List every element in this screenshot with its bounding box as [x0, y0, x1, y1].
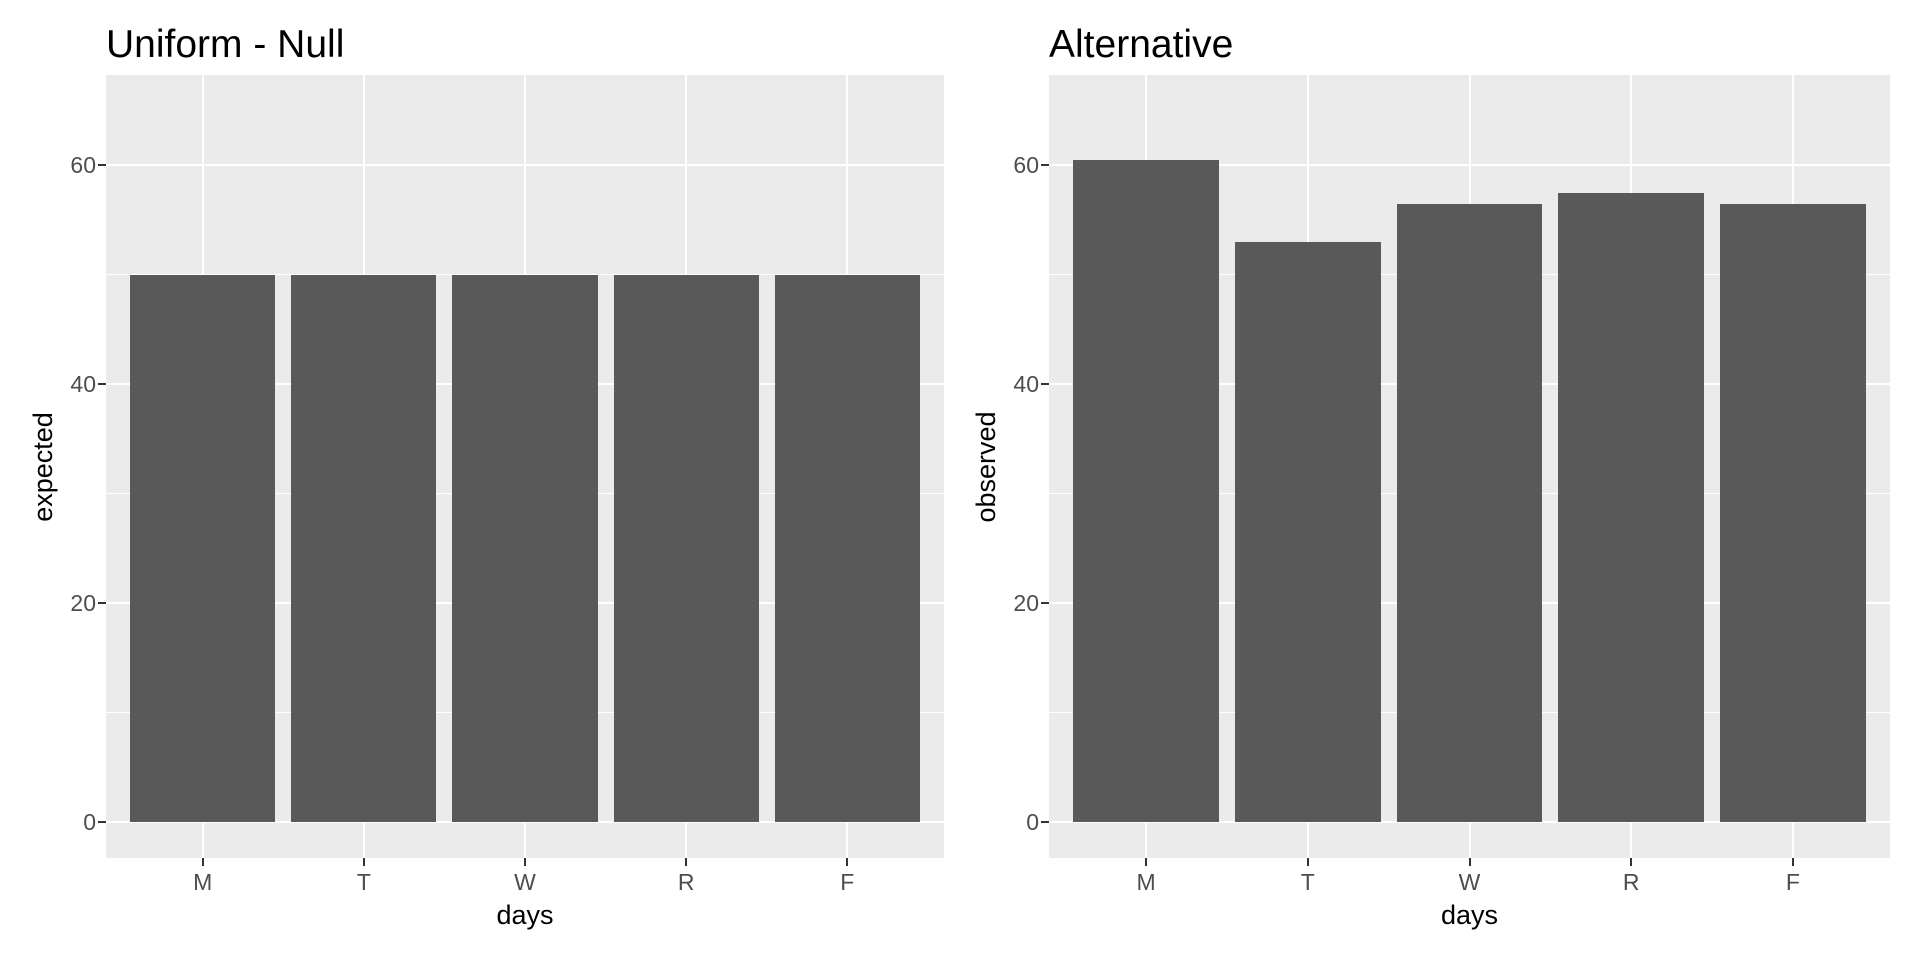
y-tick-label: 60: [70, 151, 96, 178]
plot-panel: [106, 75, 944, 858]
y-tick-mark: [1041, 383, 1049, 386]
x-tick-label-F: F: [1785, 869, 1800, 895]
plot-title: Uniform - Null: [106, 23, 345, 66]
bar-T: [291, 274, 437, 823]
x-tick-mark: [1468, 858, 1471, 866]
x-tick-mark: [201, 858, 204, 866]
y-tick-mark: [1041, 821, 1049, 824]
x-tick-mark: [1791, 858, 1794, 866]
x-tick-mark: [685, 858, 688, 866]
x-tick-label-M: M: [193, 869, 213, 895]
y-axis-title: observed: [971, 410, 1002, 523]
bar-R: [1558, 192, 1704, 823]
x-tick-mark: [524, 858, 526, 866]
x-tick-mark: [846, 858, 849, 866]
y-tick-mark: [1041, 602, 1049, 605]
y-tick-label: 20: [70, 589, 96, 616]
y-tick-mark: [98, 821, 106, 824]
plot-title: Alternative: [1049, 23, 1234, 66]
bar-T: [1234, 242, 1381, 823]
x-tick-label-W: W: [514, 869, 536, 895]
x-axis-title: days: [496, 900, 554, 930]
bar-W: [452, 274, 598, 823]
x-tick-label-F: F: [840, 869, 855, 895]
y-tick-label: 40: [1013, 370, 1039, 397]
x-tick-label-T: T: [356, 869, 371, 895]
bar-F: [1720, 203, 1866, 823]
x-tick-mark: [1306, 858, 1309, 866]
bar-F: [774, 274, 920, 823]
x-tick-mark: [1630, 858, 1633, 866]
y-tick-label: 20: [1013, 589, 1039, 616]
plot-panel: [1049, 75, 1890, 858]
chart-uniform-null: Uniform - Null expected days 0 20 40 60 M T W R…: [28, 23, 944, 930]
y-tick-label: 40: [70, 370, 96, 397]
x-tick-mark: [362, 858, 365, 866]
x-tick-label-W: W: [1458, 869, 1481, 895]
bar-R: [613, 274, 759, 823]
x-tick-mark: [1145, 858, 1148, 866]
x-axis-title: days: [1440, 900, 1499, 930]
y-tick-mark: [98, 383, 106, 386]
y-tick-mark: [98, 602, 106, 605]
y-tick-mark: [1041, 164, 1049, 167]
y-tick-label: 60: [1013, 151, 1039, 178]
x-tick-label-R: R: [677, 869, 695, 895]
bar-W: [1396, 203, 1543, 823]
y-tick-label: 0: [1026, 808, 1039, 835]
x-tick-label-R: R: [1622, 869, 1640, 895]
y-tick-label: 0: [83, 808, 96, 835]
bar-M: [130, 274, 276, 823]
x-tick-label-M: M: [1136, 869, 1156, 895]
y-axis-title: expected: [28, 411, 59, 522]
x-tick-label-T: T: [1300, 869, 1315, 895]
chart-alternative: Alternative observed days 0 20 40 60 M T W R F: [960, 0, 1920, 960]
bar-M: [1073, 159, 1219, 823]
y-tick-mark: [98, 164, 106, 167]
